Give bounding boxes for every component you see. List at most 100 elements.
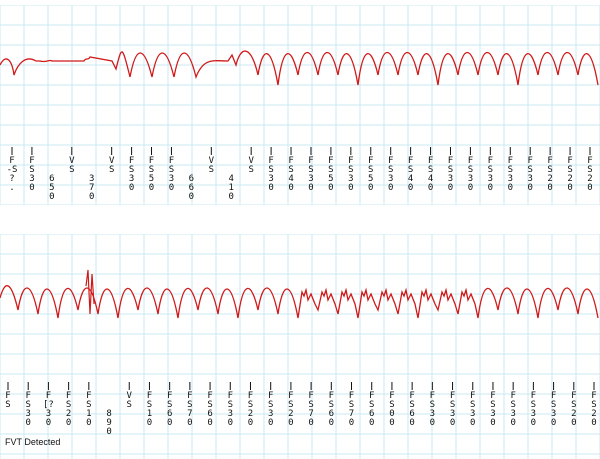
marker-label: S — [527, 165, 532, 175]
marker-label: 3 — [430, 409, 435, 419]
marker-label: 0 — [328, 183, 333, 193]
grid — [0, 5, 600, 205]
marker-label: 2 — [66, 409, 71, 419]
marker-label: S — [329, 400, 334, 410]
marker-label: 4 — [288, 174, 293, 184]
marker-label: S — [127, 400, 132, 410]
marker-label: F — [368, 156, 373, 166]
grid — [0, 234, 600, 459]
marker-label: S — [591, 400, 596, 410]
marker-label: 0 — [329, 418, 334, 428]
marker-label: 3 — [551, 409, 556, 419]
marker-label: 3 — [268, 409, 273, 419]
marker-label: 0 — [129, 183, 134, 193]
marker-label: S — [547, 165, 552, 175]
marker-label: S — [571, 400, 576, 410]
marker-label: 1 — [86, 409, 91, 419]
marker-label: S — [129, 165, 134, 175]
marker-label: 3 — [531, 409, 536, 419]
ecg-strip-1-canvas: F-S?.FS30650VS370VSFS30FS50FS30660VS410V… — [0, 5, 600, 205]
marker-label: V — [248, 156, 254, 166]
marker-label: F — [369, 391, 374, 401]
marker-label: 0 — [149, 183, 154, 193]
marker-label: 0 — [470, 418, 475, 428]
marker-label: 3 — [129, 174, 134, 184]
marker-label: S — [167, 400, 172, 410]
marker-label: 8 — [106, 409, 111, 419]
marker-label: 6 — [167, 409, 172, 419]
marker-label: 0 — [25, 418, 30, 428]
marker-label: 6 — [409, 409, 414, 419]
marker-label: V — [209, 156, 215, 166]
marker-label: 0 — [450, 418, 455, 428]
marker-label: 1 — [147, 409, 152, 419]
marker-label: 2 — [567, 174, 572, 184]
marker-label: 3 — [388, 174, 393, 184]
marker-label: F — [349, 391, 354, 401]
marker-label: 3 — [527, 174, 532, 184]
marker-label: 0 — [268, 418, 273, 428]
marker-label: 0 — [510, 418, 515, 428]
marker-label: 5 — [328, 174, 333, 184]
marker-label: F — [587, 156, 592, 166]
marker-label: F — [268, 391, 273, 401]
marker-label: 0 — [308, 183, 313, 193]
marker-label: F — [169, 156, 174, 166]
marker-label: S — [389, 400, 394, 410]
marker-label: S — [428, 165, 433, 175]
marker-label: F — [508, 156, 513, 166]
marker-label: 0 — [46, 418, 51, 428]
marker-label: 0 — [408, 183, 413, 193]
marker-label: 0 — [567, 183, 572, 193]
marker-label: 7 — [349, 409, 354, 419]
marker-label: 2 — [591, 409, 596, 419]
marker-label: 3 — [89, 174, 94, 184]
marker-label: S — [248, 165, 253, 175]
marker-label: S — [308, 165, 313, 175]
marker-label: V — [109, 156, 115, 166]
ecg-trace — [0, 50, 599, 86]
marker-label: F — [591, 391, 596, 401]
marker-label: V — [69, 156, 75, 166]
marker-label: S — [470, 400, 475, 410]
marker-label: F — [490, 391, 495, 401]
marker-label: F — [129, 156, 134, 166]
marker-label: 3 — [308, 174, 313, 184]
marker-label: F — [25, 391, 30, 401]
marker-label: 0 — [288, 183, 293, 193]
marker-label: 5 — [368, 174, 373, 184]
marker-label: S — [25, 400, 30, 410]
marker-label: 0 — [490, 418, 495, 428]
marker-label: F — [86, 391, 91, 401]
marker-label: S — [207, 400, 212, 410]
marker-label: 0 — [571, 418, 576, 428]
marker-label: S — [490, 400, 495, 410]
marker-label: 0 — [468, 183, 473, 193]
marker-label: F — [187, 391, 192, 401]
marker-label: 0 — [248, 418, 253, 428]
marker-label: S — [147, 400, 152, 410]
marker-label: F — [409, 391, 414, 401]
marker-label: F — [5, 391, 10, 401]
marker-label: 0 — [29, 183, 34, 193]
marker-label: 0 — [86, 418, 91, 428]
marker-label: 0 — [147, 418, 152, 428]
marker-label: 0 — [428, 183, 433, 193]
marker-label: 0 — [106, 427, 111, 437]
ecg-strip-2-canvas: FSFS30F[?30FS20FS10890VSFS10FS60FS70FS60… — [0, 234, 600, 459]
marker-label: 0 — [288, 418, 293, 428]
marker-label: 7 — [89, 183, 94, 193]
marker-label: F — [547, 156, 552, 166]
marker-label: 0 — [369, 418, 374, 428]
marker-label: S — [368, 165, 373, 175]
marker-label: F — [348, 156, 353, 166]
marker-label: 6 — [369, 409, 374, 419]
marker-label: F — [29, 156, 34, 166]
marker-label: 5 — [49, 183, 54, 193]
marker-label: 0 — [488, 183, 493, 193]
marker-label: S — [187, 400, 192, 410]
marker-label: 4 — [408, 174, 413, 184]
marker-label: S — [268, 400, 273, 410]
marker-label: F — [510, 391, 515, 401]
marker-label: S — [5, 400, 10, 410]
